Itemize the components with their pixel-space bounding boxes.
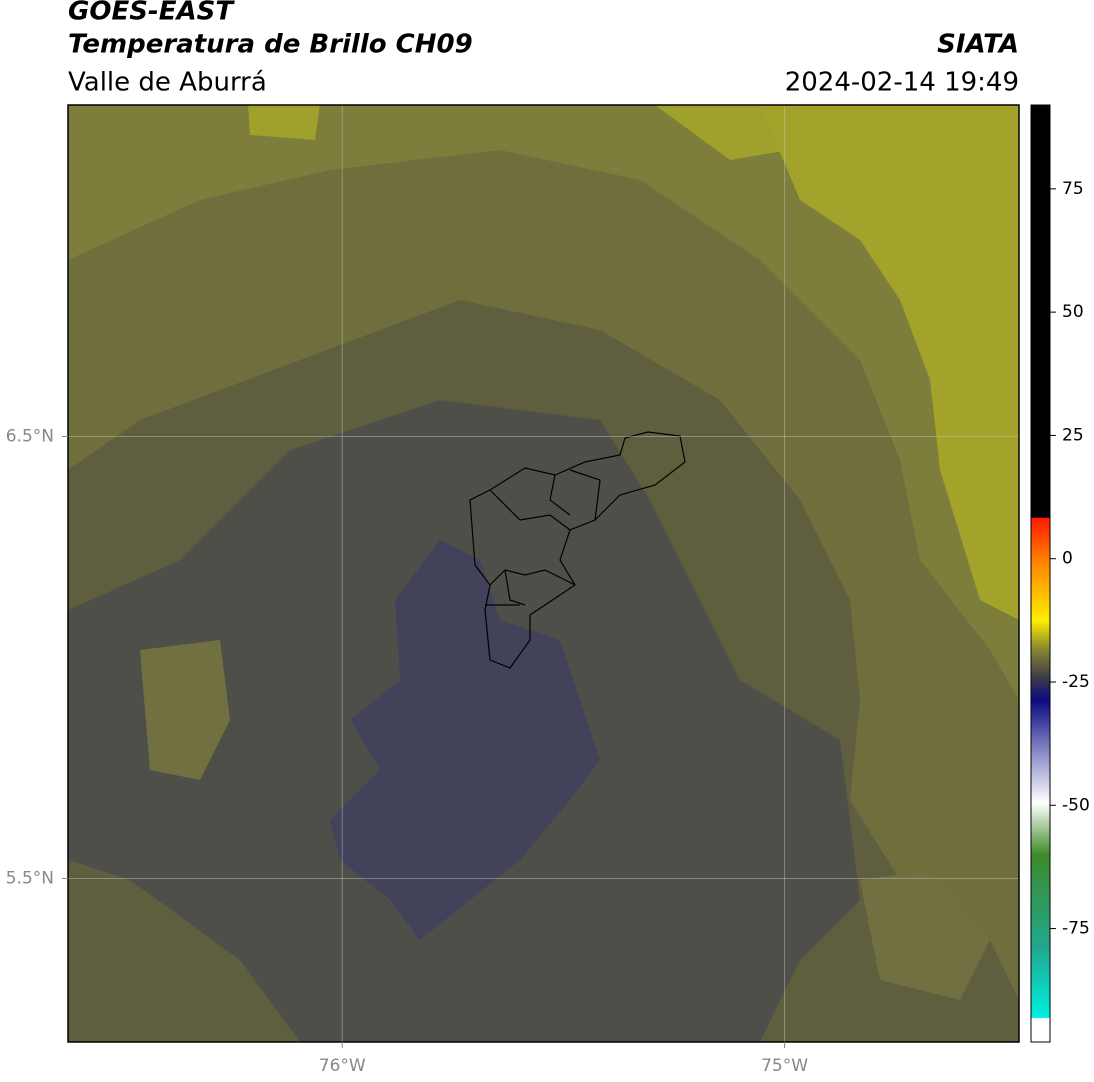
- subtitle: Temperatura de Brillo CH09: [68, 30, 473, 60]
- colorbar: [1030, 104, 1051, 1043]
- source: SIATA: [937, 30, 1019, 60]
- colorbar-tick-label: -75: [1062, 919, 1090, 939]
- y-tick-label: 6.5°N: [6, 426, 54, 446]
- graticule: [68, 105, 1019, 1042]
- x-tick-label: 76°W: [319, 1056, 366, 1076]
- title: GOES-EAST: [68, 0, 235, 27]
- colorbar-tick-label: 0: [1062, 549, 1073, 569]
- map-field: [68, 105, 1019, 1042]
- colorbar-tick-label: 75: [1062, 179, 1084, 199]
- region: Valle de Aburrá: [68, 68, 267, 98]
- colorbar-tick-label: -50: [1062, 795, 1090, 815]
- y-tick-label: 5.5°N: [6, 868, 54, 888]
- colorbar-tick-label: 25: [1062, 425, 1084, 445]
- x-tick-label: 75°W: [761, 1056, 808, 1076]
- colorbar-tick-label: -25: [1062, 672, 1090, 692]
- colorbar-tick-label: 50: [1062, 302, 1084, 322]
- datetime: 2024-02-14 19:49: [785, 68, 1019, 98]
- map-frame: [67, 104, 1020, 1043]
